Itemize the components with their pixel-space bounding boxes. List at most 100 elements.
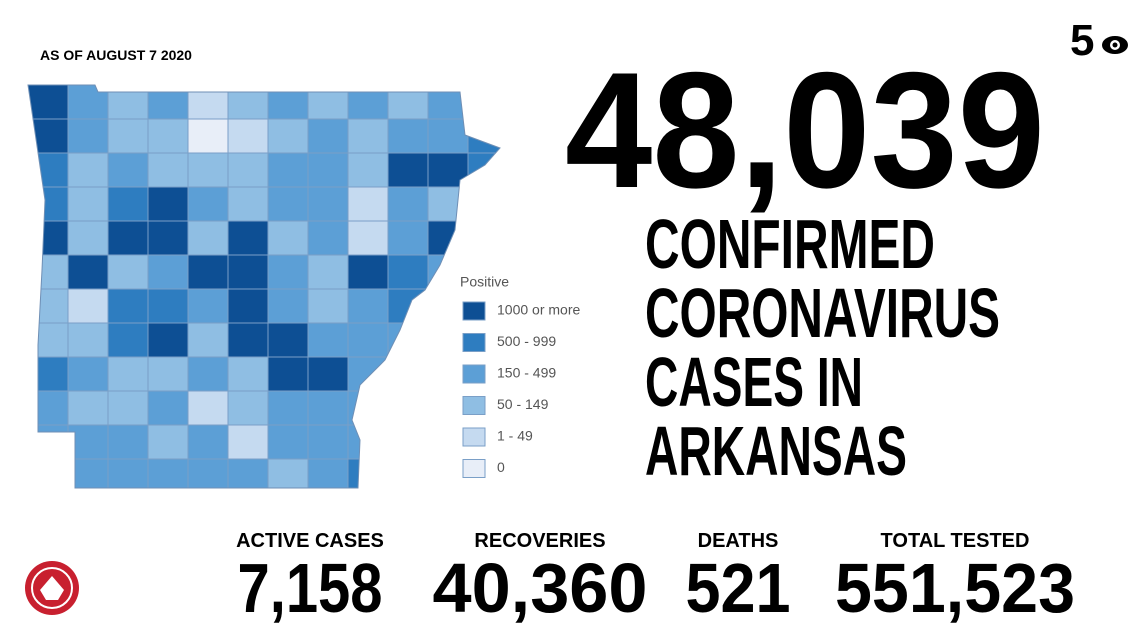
legend-label: 500 - 999 (497, 333, 556, 349)
county (467, 118, 500, 154)
county (67, 220, 109, 256)
county (387, 458, 429, 488)
county (67, 85, 109, 120)
county (347, 424, 389, 460)
county (28, 390, 69, 426)
stat-label: RECOVERIES (474, 530, 605, 552)
county (187, 390, 229, 426)
county (307, 186, 349, 222)
county (307, 458, 349, 488)
county (307, 424, 349, 460)
county (67, 186, 109, 222)
legend: 1000 or more 500 - 999 150 - 499 50 - 149 1 … (462, 301, 580, 478)
county (67, 356, 109, 392)
county (307, 288, 349, 324)
legend-label: 1000 or more (497, 302, 580, 318)
stat-value: 521 (686, 549, 791, 627)
stat-value: 551,523 (835, 549, 1075, 627)
county (227, 152, 269, 188)
legend-label: 0 (497, 459, 505, 475)
date-note: AS OF AUGUST 7 2020 (40, 47, 192, 63)
county (307, 118, 349, 154)
headline-line: CORONAVIRUS (645, 274, 1000, 352)
county (67, 322, 109, 358)
station-logo: 5 (1070, 16, 1128, 65)
county (307, 322, 349, 358)
county (187, 322, 229, 358)
county (67, 424, 109, 460)
county (28, 288, 69, 324)
headline-number: 48,039 (565, 38, 1045, 222)
county (387, 390, 429, 426)
county (427, 85, 469, 120)
county (267, 458, 309, 488)
county (427, 152, 469, 188)
state-outline (27, 84, 501, 489)
county (67, 254, 109, 290)
county (467, 152, 500, 188)
county (427, 186, 469, 222)
stat-label: ACTIVE CASES (236, 530, 384, 552)
county (147, 220, 189, 256)
county (107, 458, 149, 488)
county (267, 390, 309, 426)
county (187, 220, 229, 256)
seal-ring (31, 567, 73, 609)
county (227, 356, 269, 392)
legend-swatch (462, 427, 486, 447)
logo-number: 5 (1070, 16, 1094, 65)
county (307, 390, 349, 426)
county (107, 118, 149, 154)
county (227, 118, 269, 154)
county (427, 322, 469, 358)
county (147, 390, 189, 426)
legend-swatch (462, 364, 486, 384)
county (227, 424, 269, 460)
county (187, 152, 229, 188)
county (307, 220, 349, 256)
county (67, 118, 109, 154)
county (427, 424, 469, 460)
county (28, 424, 69, 460)
county (347, 118, 389, 154)
county (107, 85, 149, 120)
county (107, 186, 149, 222)
county (107, 424, 149, 460)
county (147, 458, 189, 488)
county (147, 118, 189, 154)
county (67, 152, 109, 188)
county (187, 356, 229, 392)
county (28, 186, 69, 222)
legend-swatch (462, 396, 486, 415)
county (387, 152, 429, 188)
county (387, 186, 429, 222)
legend-title: Positive (460, 274, 509, 290)
county (147, 288, 189, 324)
county (347, 152, 389, 188)
county (227, 322, 269, 358)
county (347, 356, 389, 392)
county (107, 220, 149, 256)
county (227, 390, 269, 426)
county (467, 186, 500, 222)
county (67, 288, 109, 324)
county (147, 152, 189, 188)
agency-seal (25, 561, 79, 615)
county (267, 288, 309, 324)
county (147, 254, 189, 290)
county (267, 424, 309, 460)
stat-value: 7,158 (238, 549, 383, 627)
county (267, 254, 309, 290)
county (28, 322, 69, 358)
county (187, 288, 229, 324)
county (227, 288, 269, 324)
county (387, 118, 429, 154)
county (387, 254, 429, 290)
county (28, 458, 69, 488)
county (67, 390, 109, 426)
county (387, 288, 429, 324)
county (187, 254, 229, 290)
county (107, 390, 149, 426)
county (147, 356, 189, 392)
